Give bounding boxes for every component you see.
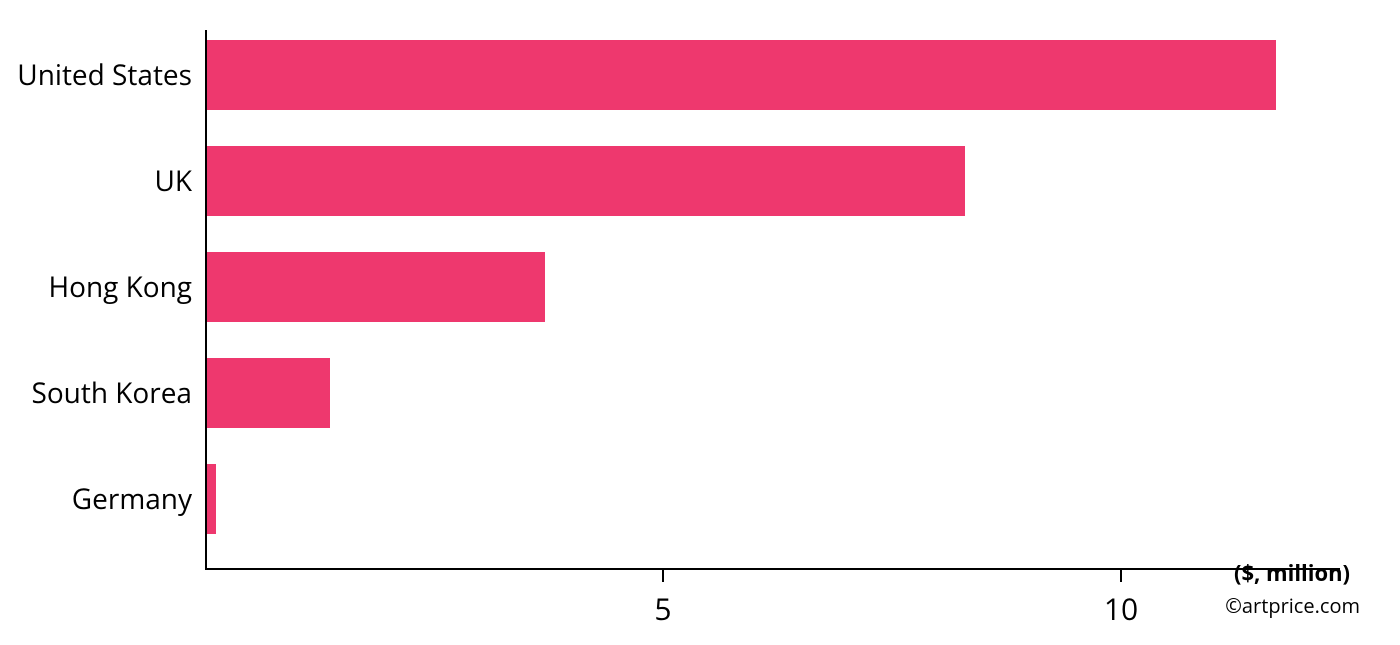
y-label-1: UK <box>154 146 192 216</box>
x-axis-title: ($, million) <box>1234 558 1350 588</box>
copyright-label: ©artprice.com <box>1225 592 1360 619</box>
bar-3 <box>207 358 330 428</box>
y-label-4: Germany <box>72 464 192 534</box>
bar-1 <box>207 146 965 216</box>
bar-0 <box>207 40 1276 110</box>
y-label-2: Hong Kong <box>49 252 193 322</box>
x-tick-5-mark <box>662 570 664 582</box>
bar-chart: United States UK Hong Kong South Korea G… <box>0 0 1400 645</box>
y-label-0: United States <box>17 40 192 110</box>
x-tick-10-label: 10 <box>1104 588 1138 629</box>
x-tick-10-mark <box>1120 570 1122 582</box>
x-tick-5-label: 5 <box>654 588 671 629</box>
plot-area <box>205 30 1340 570</box>
y-label-3: South Korea <box>31 358 192 428</box>
bar-4 <box>207 464 216 534</box>
bar-2 <box>207 252 545 322</box>
